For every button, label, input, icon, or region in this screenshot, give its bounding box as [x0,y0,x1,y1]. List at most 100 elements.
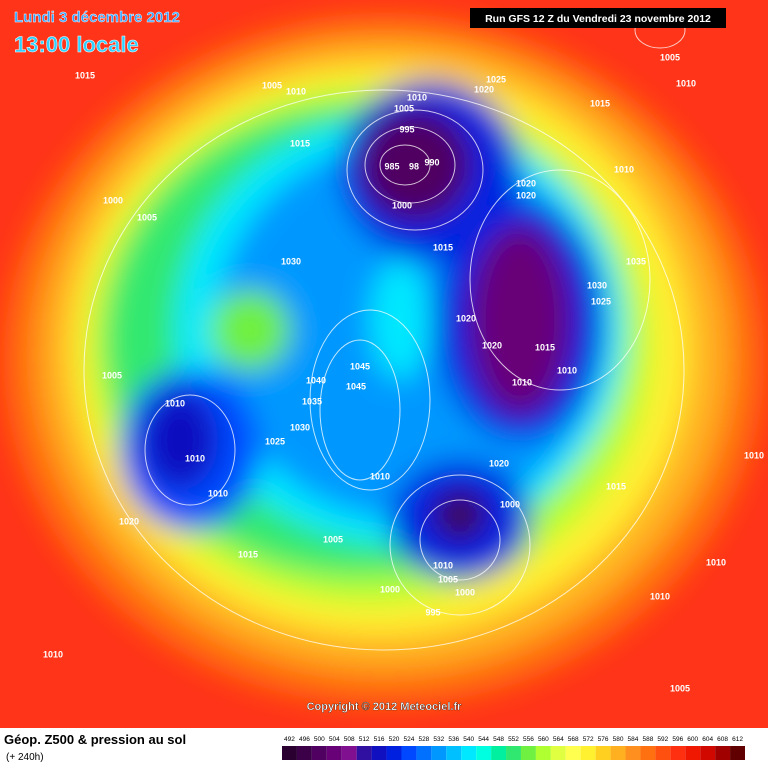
isobar-label: 1025 [265,436,285,446]
isobar-label: 990 [424,157,439,167]
forecast-date: Lundi 3 décembre 2012 [14,9,180,26]
isobar-label: 1005 [438,574,458,584]
isobar-label: 1005 [102,370,122,380]
isobar-label: 985 [384,161,399,171]
isobar-label: 1000 [392,200,412,210]
isobar-label: 1040 [306,375,326,385]
isobar-label: 1015 [238,549,258,559]
scale-swatch [311,746,327,760]
scale-swatch [491,746,507,760]
isobar-label: 1015 [290,138,310,148]
scale-label: 580 [613,736,624,743]
scale-label: 608 [717,736,728,743]
scale-label: 556 [523,736,534,743]
scale-swatch [446,746,462,760]
scale-label: 592 [657,736,668,743]
scale-label: 540 [463,736,474,743]
scale-swatch [550,746,566,760]
scale-swatch [431,746,447,760]
scale-swatch [341,746,357,760]
isobar-label: 1010 [512,377,532,387]
forecast-time: 13:00 locale [14,32,139,57]
scale-swatch [595,746,611,760]
scale-swatch [625,746,641,760]
isobar-label: 1030 [587,280,607,290]
scale-swatch [296,746,312,760]
isobar-label: 1005 [262,80,282,90]
legend-title: Géop. Z500 & pression au sol [4,732,186,747]
isobars [83,11,686,651]
scale-label: 604 [702,736,713,743]
isobar-label: 1035 [626,256,646,266]
isobar-label: 995 [425,607,440,617]
isobar-label: 1015 [535,342,555,352]
isobar-label: 1010 [614,164,634,174]
scale-label: 520 [389,736,400,743]
scale-label: 492 [284,736,295,743]
scale-swatch [416,746,432,760]
scale-swatch [401,746,417,760]
scale-swatch [356,746,372,760]
copyright: Copyright © 2012 Meteociel.fr [307,701,463,713]
isobar-label: 1010 [407,92,427,102]
color-scale: 492 496 500 504 508 512 516 520 524 528 532 536 540 5… [282,736,745,760]
scale-label: 508 [344,736,355,743]
isobar-label: 1010 [557,365,577,375]
scale-swatch [506,746,521,760]
scale-swatch [326,746,342,760]
scale-swatch [520,746,536,760]
isobar-label: 1000 [380,584,400,594]
isobar-label: 1005 [660,52,680,62]
scale-swatch [461,746,477,760]
isobar-labels: 1015100510101010102510201015100599510159… [43,52,764,693]
scale-label: 512 [359,736,370,743]
scale-label: 584 [628,736,639,743]
isobar-label: 1000 [500,499,520,509]
isobar-label: 1035 [302,396,322,406]
isobar-label: 1020 [516,190,536,200]
scale-swatch [715,746,731,760]
scale-swatch [640,746,656,760]
scale-swatch [670,746,686,760]
isobar-label: 1010 [433,560,453,570]
isobar-label: 98 [409,161,419,171]
isobar-label: 1045 [346,381,366,391]
isobar-label: 1025 [591,296,611,306]
isobar-label: 1010 [286,86,306,96]
isobar-label: 1015 [606,481,626,491]
isobar-label: 1015 [75,70,95,80]
scale-label: 500 [314,736,325,743]
isobar-label: 1010 [744,450,764,460]
scale-label: 544 [478,736,489,743]
scale-label: 596 [672,736,683,743]
isobar-label: 1020 [489,458,509,468]
isobar-label: 1010 [706,557,726,567]
isobar-label: 1005 [394,103,414,113]
isobar-label: 1030 [290,422,310,432]
isobar-label: 1010 [676,78,696,88]
isobar-label: 1010 [370,471,390,481]
isobar-label: 1030 [281,256,301,266]
scale-swatch [386,746,402,760]
scale-label: 504 [329,736,340,743]
isobar-label: 1025 [486,74,506,84]
isobar-label: 1015 [433,242,453,252]
scale-swatch [371,746,387,760]
scale-swatch [700,746,716,760]
scale-label: 536 [448,736,459,743]
scale-swatch [655,746,671,760]
scale-label: 532 [433,736,444,743]
isobar-label: 1015 [590,98,610,108]
scale-label: 612 [732,736,743,743]
isobar-label: 1005 [137,212,157,222]
scale-label: 576 [598,736,609,743]
scale-swatch [282,746,297,760]
isobar-label: 1005 [323,534,343,544]
isobar-label: 1020 [119,516,139,526]
scale-swatch [730,746,745,760]
scale-label: 572 [583,736,594,743]
scale-label: 564 [553,736,564,743]
scale-swatch [535,746,551,760]
isobar-label: 1010 [208,488,228,498]
